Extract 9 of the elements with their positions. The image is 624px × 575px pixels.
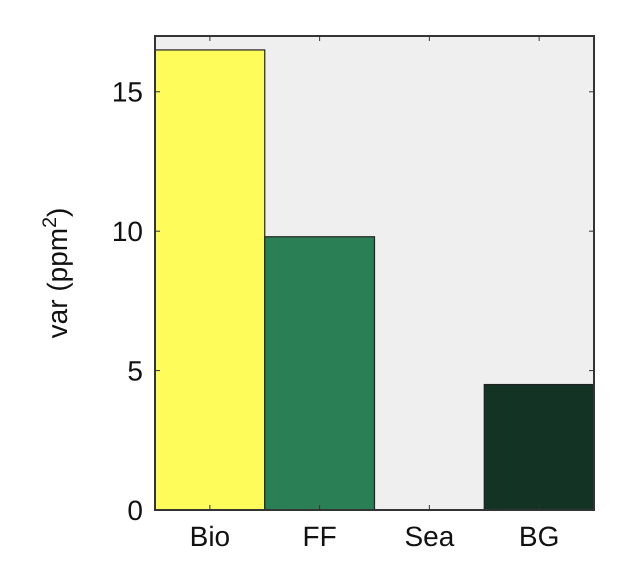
y-tick-label: 15 (112, 76, 143, 108)
x-tick-label: FF (302, 521, 337, 552)
x-tick-label: Bio (190, 521, 230, 552)
y-tick-label: 10 (112, 216, 143, 247)
x-tick-label: BG (518, 521, 560, 552)
x-tick-label: Sea (404, 521, 455, 552)
bar (484, 384, 595, 511)
y-tick-label: 5 (127, 355, 143, 386)
y-tick-label: 0 (127, 494, 143, 526)
